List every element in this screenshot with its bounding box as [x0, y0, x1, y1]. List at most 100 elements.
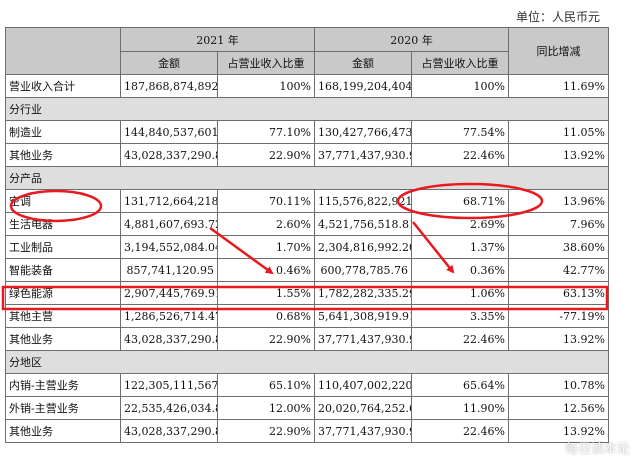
cell-share-2020: 22.46% [411, 419, 509, 443]
cell-amount-2021: 187,868,874,892.71 [120, 74, 218, 98]
header-row-years: 2021 年 2020 年 同比增减 [5, 27, 609, 75]
row-label: 营业收入合计 [5, 74, 121, 98]
cell-share-2020: 0.36% [411, 258, 509, 282]
cell-amount-2020: 600,778,785.76 [314, 258, 412, 282]
cell-share-2020: 68.71% [411, 189, 509, 213]
header-share-2020: 占营业收入比重 [411, 51, 509, 75]
table-row: 其他业务43,028,337,290.8122.90%37,771,437,93… [5, 327, 609, 351]
cell-amount-2021: 43,028,337,290.81 [120, 327, 218, 351]
cell-share-2020: 77.54% [411, 120, 509, 144]
row-label: 其他业务 [5, 419, 121, 443]
cell-share-2021: 1.55% [217, 281, 315, 305]
header-amount-2021: 金额 [120, 51, 218, 75]
cell-amount-2020: 4,521,756,518.81 [314, 212, 412, 236]
row-label: 生活电器 [5, 212, 121, 236]
cell-yoy: -77.19% [508, 304, 609, 328]
row-label: 其他业务 [5, 327, 121, 351]
header-amount-2020: 金额 [314, 51, 412, 75]
row-label: 其他业务 [5, 143, 121, 167]
cell-share-2020: 11.90% [411, 396, 509, 420]
cell-share-2020: 2.69% [411, 212, 509, 236]
row-label: 智能装备 [5, 258, 121, 282]
cell-yoy: 13.96% [508, 189, 609, 213]
table-row: 制造业144,840,537,601.9077.10%130,427,766,4… [5, 120, 609, 144]
cell-share-2021: 77.10% [217, 120, 315, 144]
cell-amount-2021: 4,881,607,693.72 [120, 212, 218, 236]
table-row: 其他主营 1,286,526,714.47 0.68% 5,641,308,919.9… [5, 304, 609, 328]
cell-amount-2021: 122,305,111,567.10 [120, 373, 218, 397]
cell-yoy: 7.96% [508, 212, 609, 236]
cell-amount-2020: 20,020,764,252.67 [314, 396, 412, 420]
cell-share-2021: 1.70% [217, 235, 315, 259]
cell-share-2021: 100% [217, 74, 315, 98]
cell-share-2020: 22.46% [411, 327, 509, 351]
cell-yoy: 38.60% [508, 235, 609, 259]
header-year-2021: 2021 年 [120, 27, 315, 52]
section-label: 分行业 [5, 97, 609, 121]
section-row: 分产品 [5, 166, 609, 190]
cell-amount-2021: 2,907,445,769.91 [120, 281, 218, 305]
cell-share-2021: 2.60% [217, 212, 315, 236]
cell-amount-2020: 110,407,002,220.87 [314, 373, 412, 397]
cell-amount-2021: 144,840,537,601.90 [120, 120, 218, 144]
cell-amount-2021: 3,194,552,084.04 [120, 235, 218, 259]
row-label: 工业制品 [5, 235, 121, 259]
cell-amount-2020: 1,782,282,335.29 [314, 281, 412, 305]
section-label: 分地区 [5, 350, 609, 374]
header-year-2020: 2020 年 [314, 27, 509, 52]
header-yoy: 同比增减 [508, 27, 609, 75]
row-label: 内销-主营业务 [5, 373, 121, 397]
section-label: 分产品 [5, 166, 609, 190]
cell-yoy: 13.92% [508, 419, 609, 443]
cell-amount-2021: 1,286,526,714.47 [120, 304, 218, 328]
cell-share-2021: 70.11% [217, 189, 315, 213]
cell-yoy: 10.78% [508, 373, 609, 397]
cell-share-2020: 1.06% [411, 281, 509, 305]
cell-amount-2020: 168,199,204,404.53 [314, 74, 412, 98]
cell-amount-2021: 43,028,337,290.81 [120, 419, 218, 443]
cell-yoy: 13.92% [508, 327, 609, 351]
cell-share-2020: 100% [411, 74, 509, 98]
row-label: 绿色能源 [5, 281, 121, 305]
cell-amount-2020: 37,771,437,930.99 [314, 143, 412, 167]
header-row-columns: 金额 占营业收入比重 金额 占营业收入比重 [6, 51, 609, 75]
cell-share-2020: 3.35% [411, 304, 509, 328]
cell-share-2021: 0.46% [217, 258, 315, 282]
row-label: 外销-主营业务 [5, 396, 121, 420]
cell-amount-2020: 37,771,437,930.99 [314, 327, 412, 351]
cell-share-2020: 65.64% [411, 373, 509, 397]
table-row: 营业收入合计187,868,874,892.71100%168,199,204,… [5, 74, 609, 98]
header-corner [5, 27, 121, 75]
cell-share-2021: 22.90% [217, 143, 315, 167]
header-share-2021: 占营业收入比重 [217, 51, 315, 75]
cell-amount-2021: 43,028,337,290.81 [120, 143, 218, 167]
cell-yoy: 63.13% [508, 281, 609, 305]
cell-yoy: 12.56% [508, 396, 609, 420]
section-row: 分行业 [5, 97, 609, 121]
cell-yoy: 42.77% [508, 258, 609, 282]
row-label: 制造业 [5, 120, 121, 144]
table-row: 外销-主营业务22,535,426,034.8012.00%20,020,764… [5, 396, 609, 420]
cell-yoy: 11.05% [508, 120, 609, 144]
cell-amount-2020: 130,427,766,473.54 [314, 120, 412, 144]
cell-share-2021: 0.68% [217, 304, 315, 328]
cell-share-2020: 22.46% [411, 143, 509, 167]
cell-share-2021: 12.00% [217, 396, 315, 420]
revenue-breakdown-table: 2021 年 2020 年 同比增减 金额 占营业收入比重 金额 占营业收入比重… [5, 27, 609, 443]
table-row: 绿色能源 2,907,445,769.91 1.55% 1,782,282,335.2… [5, 281, 609, 305]
cell-amount-2021: 22,535,426,034.80 [120, 396, 218, 420]
table-row: 工业制品 3,194,552,084.04 1.70% 2,304,816,992.2… [5, 235, 609, 259]
cell-yoy: 13.92% [508, 143, 609, 167]
table-row: 生活电器 4,881,607,693.72 2.60% 4,521,756,518.8… [5, 212, 609, 236]
table-row: 其他业务43,028,337,290.8122.90%37,771,437,93… [5, 419, 609, 443]
table-row: 空调131,712,664,218.8170.11%115,576,822,92… [5, 189, 609, 213]
row-label: 空调 [5, 189, 121, 213]
cell-amount-2021: 857,741,120.95 [120, 258, 218, 282]
table-row: 智能装备 857,741,120.95 0.46% 600,778,785.76 0.3… [5, 258, 609, 282]
cell-share-2021: 22.90% [217, 327, 315, 351]
cell-share-2021: 65.10% [217, 373, 315, 397]
cell-share-2020: 1.37% [411, 235, 509, 259]
table-row: 内销-主营业务122,305,111,567.1065.10%110,407,0… [5, 373, 609, 397]
section-row: 分地区 [5, 350, 609, 374]
watermark: 每日读本论 [564, 442, 630, 457]
